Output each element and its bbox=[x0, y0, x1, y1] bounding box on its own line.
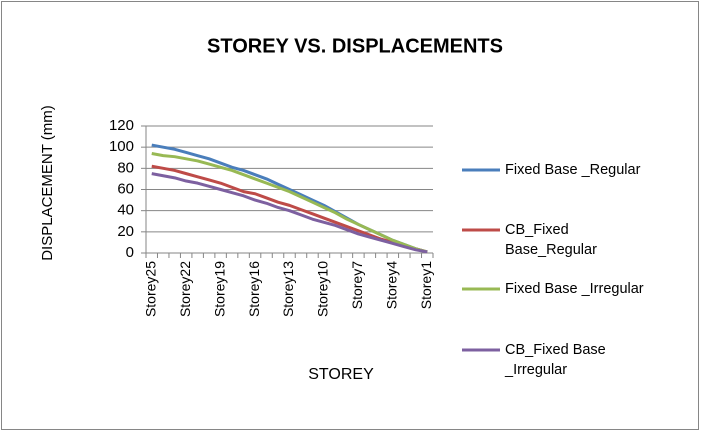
y-tick-label: 120 bbox=[109, 117, 134, 134]
legend-label: CB_Fixed Base_Regular bbox=[505, 222, 597, 258]
y-tick-label: 0 bbox=[126, 244, 134, 261]
x-tick-label: Storey13 bbox=[280, 261, 296, 317]
legend-label: Fixed Base _Irregular bbox=[505, 281, 644, 297]
x-axis-label: STOREY bbox=[308, 366, 374, 383]
y-axis-label: DISPLACEMENT (mm) bbox=[39, 105, 56, 261]
x-tick-label: Storey22 bbox=[177, 261, 193, 317]
x-tick-label: Storey4 bbox=[384, 261, 400, 309]
y-tick-label: 40 bbox=[117, 202, 134, 219]
x-tick-label: Storey25 bbox=[142, 261, 158, 317]
y-tick-label: 100 bbox=[109, 138, 134, 155]
legend-item: Fixed Base _Regular bbox=[505, 160, 640, 180]
legend-item: CB_Fixed Base _Irregular bbox=[505, 340, 635, 380]
legend-item: Fixed Base _Irregular bbox=[505, 279, 644, 299]
x-tick-label: Storey10 bbox=[315, 261, 331, 317]
series-line bbox=[151, 172, 428, 254]
series-line bbox=[151, 152, 428, 254]
chart-title: STOREY VS. DISPLACEMENTS bbox=[207, 35, 503, 57]
x-tick-label: Storey19 bbox=[211, 261, 227, 317]
x-tick-label: Storey1 bbox=[418, 261, 434, 309]
y-tick-label: 20 bbox=[117, 223, 134, 240]
legend-label: CB_Fixed Base _Irregular bbox=[505, 342, 606, 378]
x-tick-label: Storey16 bbox=[246, 261, 262, 317]
legend-label: Fixed Base _Regular bbox=[505, 162, 641, 178]
legend-item: CB_Fixed Base_Regular bbox=[505, 220, 635, 260]
y-tick-label: 60 bbox=[117, 180, 134, 197]
y-tick-label: 80 bbox=[117, 159, 134, 176]
x-tick-label: Storey7 bbox=[349, 261, 365, 309]
